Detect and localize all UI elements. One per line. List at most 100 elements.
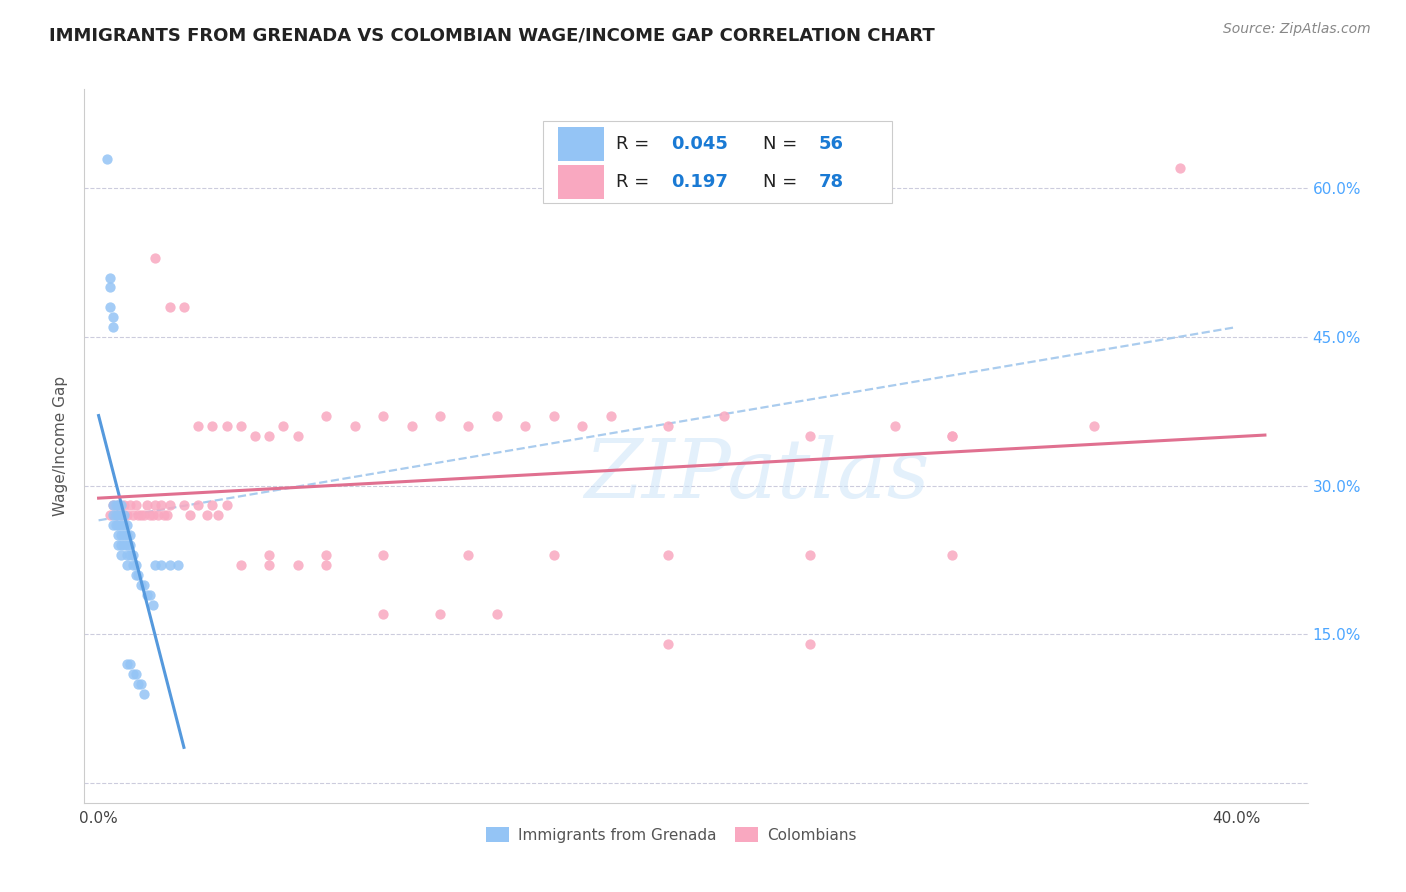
Point: [98, 270, 121, 285]
Point: [115, 538, 138, 552]
Point: [195, 508, 218, 523]
Point: [215, 499, 238, 513]
Y-axis label: Wage/Income Gap: Wage/Income Gap: [53, 376, 69, 516]
Point: [115, 518, 138, 533]
Point: [121, 667, 143, 681]
Point: [110, 528, 132, 542]
Point: [98, 300, 121, 314]
Point: [136, 499, 159, 513]
Point: [132, 687, 155, 701]
Point: [229, 558, 252, 572]
Point: [156, 508, 179, 523]
Legend: Immigrants from Grenada, Colombians: Immigrants from Grenada, Colombians: [479, 821, 863, 848]
Point: [941, 548, 963, 562]
Point: [485, 607, 508, 622]
Point: [107, 528, 129, 542]
Point: [884, 419, 907, 434]
Point: [136, 588, 159, 602]
Point: [98, 280, 121, 294]
Bar: [558, 165, 605, 199]
Point: [139, 588, 162, 602]
Point: [101, 499, 124, 513]
Point: [124, 567, 146, 582]
Point: [142, 598, 165, 612]
Point: [371, 409, 394, 424]
Point: [259, 558, 281, 572]
Text: R =: R =: [616, 136, 655, 153]
Text: Source: ZipAtlas.com: Source: ZipAtlas.com: [1223, 22, 1371, 37]
Point: [145, 499, 167, 513]
Point: [187, 419, 209, 434]
Point: [112, 528, 135, 542]
Point: [121, 508, 143, 523]
Point: [259, 548, 281, 562]
Point: [110, 499, 132, 513]
Point: [159, 499, 181, 513]
Point: [139, 508, 162, 523]
Point: [96, 152, 118, 166]
Text: 78: 78: [818, 173, 844, 191]
Point: [941, 429, 963, 443]
Point: [115, 528, 138, 542]
Point: [201, 419, 224, 434]
Point: [98, 508, 121, 523]
Text: 0.197: 0.197: [672, 173, 728, 191]
Point: [107, 499, 129, 513]
Point: [657, 637, 679, 651]
Text: 56: 56: [818, 136, 844, 153]
Point: [110, 508, 132, 523]
Point: [150, 558, 173, 572]
Point: [127, 567, 149, 582]
Point: [343, 419, 366, 434]
Point: [713, 409, 735, 424]
Point: [287, 558, 309, 572]
Point: [112, 518, 135, 533]
Text: 0.045: 0.045: [672, 136, 728, 153]
Point: [799, 548, 821, 562]
Point: [118, 548, 141, 562]
Point: [457, 419, 479, 434]
Point: [101, 508, 124, 523]
Point: [145, 251, 167, 265]
Point: [132, 508, 155, 523]
Point: [273, 419, 295, 434]
Text: ZIPatlas: ZIPatlas: [585, 434, 929, 515]
Point: [371, 607, 394, 622]
Point: [457, 548, 479, 562]
Point: [132, 578, 155, 592]
Point: [167, 558, 190, 572]
Point: [127, 677, 149, 691]
Point: [101, 310, 124, 325]
Point: [153, 508, 176, 523]
Point: [429, 409, 451, 424]
Point: [115, 657, 138, 671]
Point: [159, 300, 181, 314]
Point: [287, 429, 309, 443]
Point: [124, 499, 146, 513]
Point: [101, 518, 124, 533]
Point: [179, 508, 201, 523]
Text: IMMIGRANTS FROM GRENADA VS COLOMBIAN WAGE/INCOME GAP CORRELATION CHART: IMMIGRANTS FROM GRENADA VS COLOMBIAN WAG…: [49, 27, 935, 45]
Text: N =: N =: [763, 136, 803, 153]
Point: [124, 558, 146, 572]
Point: [110, 518, 132, 533]
Point: [101, 499, 124, 513]
Point: [104, 508, 127, 523]
Point: [207, 508, 229, 523]
Point: [118, 657, 141, 671]
Point: [187, 499, 209, 513]
Point: [115, 548, 138, 562]
Point: [315, 558, 337, 572]
Point: [145, 558, 167, 572]
Point: [115, 508, 138, 523]
Point: [107, 518, 129, 533]
Point: [124, 667, 146, 681]
Point: [799, 429, 821, 443]
Bar: [558, 127, 605, 161]
Point: [118, 528, 141, 542]
Point: [142, 508, 165, 523]
Point: [1083, 419, 1105, 434]
Point: [129, 677, 152, 691]
Point: [371, 548, 394, 562]
Point: [129, 508, 152, 523]
